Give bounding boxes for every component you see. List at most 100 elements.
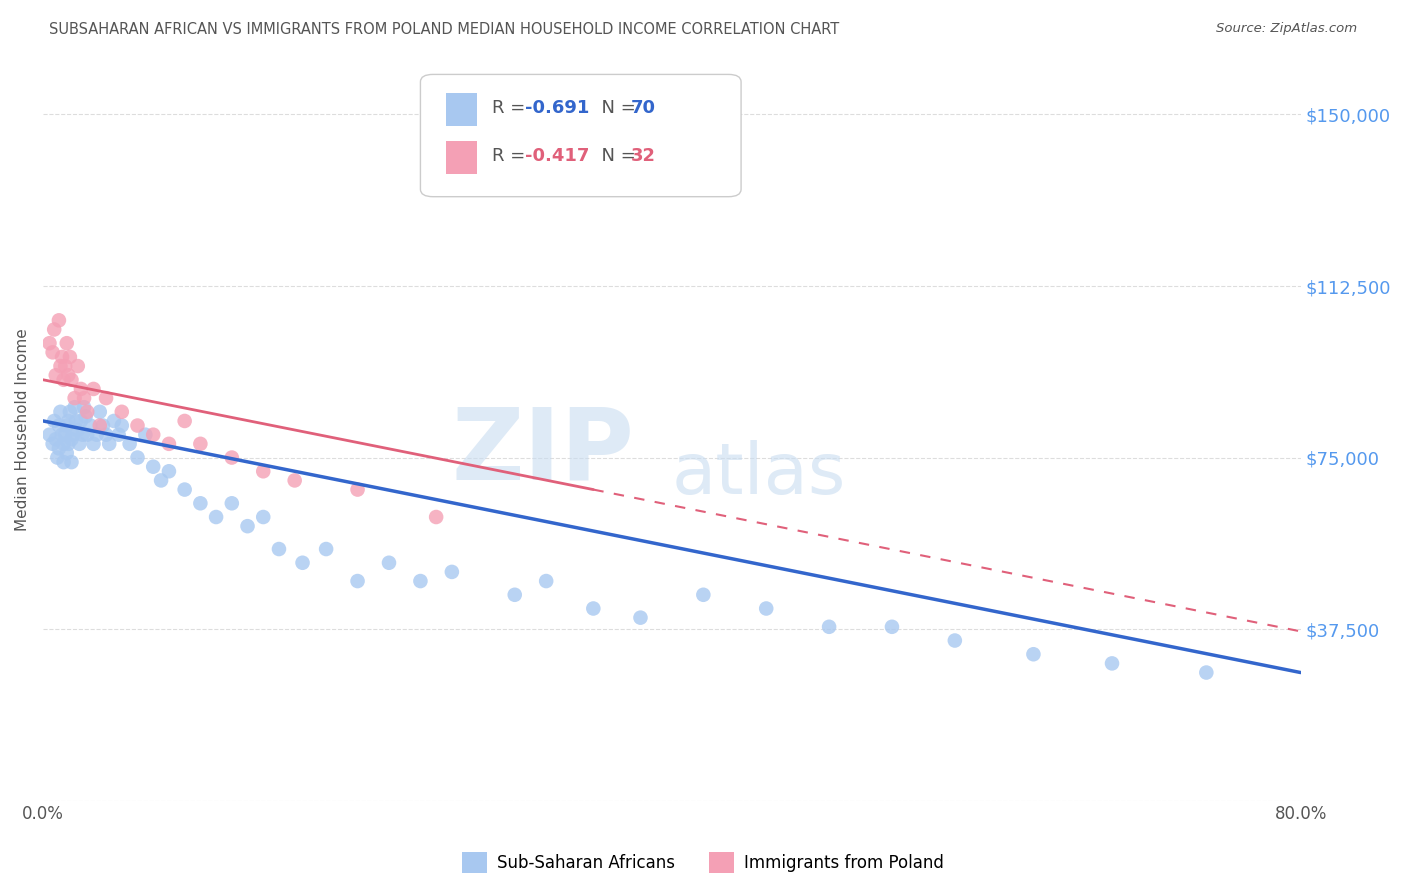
Point	[70, 414, 93, 428]
Text: N =: N =	[591, 147, 641, 165]
Point	[66, 423, 89, 437]
Point	[236, 519, 259, 533]
Point	[55, 418, 77, 433]
Point	[59, 405, 82, 419]
Point	[221, 450, 243, 465]
Point	[346, 483, 368, 497]
Point	[111, 405, 134, 419]
Point	[267, 542, 290, 557]
Point	[49, 359, 72, 373]
FancyBboxPatch shape	[446, 93, 477, 127]
Point	[66, 359, 89, 373]
Point	[38, 427, 60, 442]
Point	[943, 633, 966, 648]
Point	[79, 418, 101, 433]
Point	[440, 565, 463, 579]
Point	[1101, 657, 1123, 671]
Point	[70, 382, 93, 396]
Point	[58, 414, 80, 428]
Point	[72, 427, 94, 442]
Point	[75, 409, 97, 424]
Point	[55, 336, 77, 351]
Point	[118, 437, 141, 451]
Point	[818, 620, 841, 634]
Point	[76, 427, 98, 442]
Point	[315, 542, 337, 557]
Point	[89, 405, 111, 419]
Point	[89, 418, 111, 433]
Point	[252, 464, 274, 478]
Point	[38, 336, 60, 351]
Point	[630, 610, 652, 624]
Point	[157, 464, 180, 478]
Point	[62, 427, 84, 442]
Point	[52, 373, 75, 387]
Point	[48, 418, 70, 433]
Point	[60, 432, 83, 446]
Point	[52, 437, 75, 451]
Text: Source: ZipAtlas.com: Source: ZipAtlas.com	[1216, 22, 1357, 36]
Point	[60, 373, 83, 387]
Point	[44, 414, 66, 428]
Point	[252, 510, 274, 524]
Point	[173, 483, 195, 497]
Point	[134, 427, 156, 442]
FancyBboxPatch shape	[420, 74, 741, 197]
Point	[55, 446, 77, 460]
Point	[142, 459, 165, 474]
Point	[65, 414, 87, 428]
Point	[53, 359, 76, 373]
Point	[91, 418, 114, 433]
Text: N =: N =	[591, 99, 641, 117]
Point	[284, 474, 307, 488]
Point	[173, 414, 195, 428]
Text: SUBSAHARAN AFRICAN VS IMMIGRANTS FROM POLAND MEDIAN HOUSEHOLD INCOME CORRELATION: SUBSAHARAN AFRICAN VS IMMIGRANTS FROM PO…	[49, 22, 839, 37]
Legend: Sub-Saharan Africans, Immigrants from Poland: Sub-Saharan Africans, Immigrants from Po…	[456, 846, 950, 880]
Point	[49, 405, 72, 419]
Point	[73, 401, 96, 415]
Point	[150, 474, 173, 488]
Text: atlas: atlas	[672, 440, 846, 509]
Text: ZIP: ZIP	[451, 404, 634, 500]
Point	[41, 345, 63, 359]
Point	[86, 427, 108, 442]
Point	[205, 510, 228, 524]
Point	[291, 556, 314, 570]
Point	[73, 391, 96, 405]
Point	[692, 588, 714, 602]
Point	[82, 437, 104, 451]
Point	[48, 442, 70, 456]
Point	[127, 418, 149, 433]
Text: -0.417: -0.417	[524, 147, 589, 165]
Text: 32: 32	[630, 147, 655, 165]
Point	[48, 313, 70, 327]
Point	[52, 455, 75, 469]
FancyBboxPatch shape	[446, 141, 477, 175]
Point	[94, 391, 117, 405]
Point	[1022, 647, 1045, 661]
Point	[53, 427, 76, 442]
Point	[45, 432, 67, 446]
Point	[94, 427, 117, 442]
Point	[98, 437, 121, 451]
Point	[41, 437, 63, 451]
Point	[190, 496, 212, 510]
Point	[582, 601, 605, 615]
Point	[1195, 665, 1218, 680]
Point	[221, 496, 243, 510]
Point	[190, 437, 212, 451]
Point	[45, 368, 67, 383]
Point	[425, 510, 447, 524]
Point	[103, 414, 125, 428]
Text: 70: 70	[630, 99, 655, 117]
Point	[378, 556, 401, 570]
Point	[82, 382, 104, 396]
Point	[58, 437, 80, 451]
Text: -0.691: -0.691	[524, 99, 589, 117]
Point	[76, 405, 98, 419]
Y-axis label: Median Household Income: Median Household Income	[15, 329, 30, 532]
Point	[880, 620, 903, 634]
Point	[59, 350, 82, 364]
Text: R =: R =	[492, 147, 531, 165]
Point	[503, 588, 526, 602]
